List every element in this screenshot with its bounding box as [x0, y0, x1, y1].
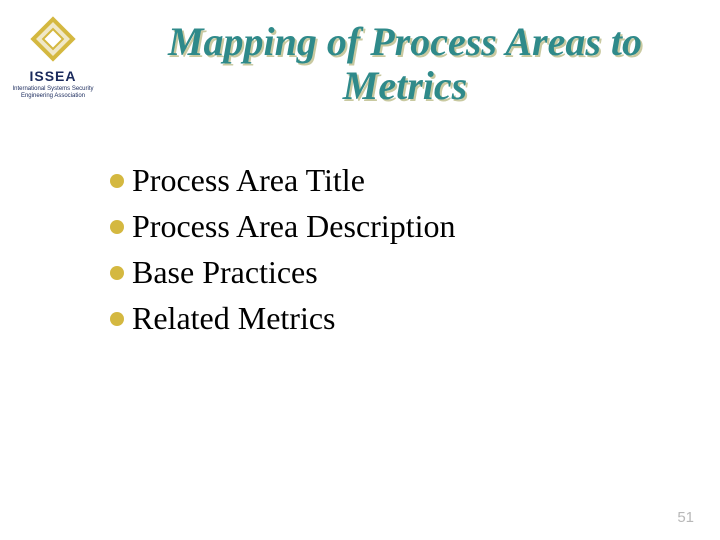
bullet-list: Process Area Title Process Area Descript…	[110, 160, 680, 344]
list-item: Base Practices	[110, 252, 680, 292]
logo-subtitle: International Systems Security Engineeri…	[8, 86, 98, 100]
bullet-text: Process Area Description	[132, 206, 455, 246]
bullet-icon	[110, 174, 124, 188]
bullet-text: Base Practices	[132, 252, 318, 292]
slide-title: Mapping of Process Areas to Metrics	[120, 20, 690, 108]
slide: ISSEA International Systems Security Eng…	[0, 0, 720, 540]
bullet-icon	[110, 220, 124, 234]
list-item: Process Area Description	[110, 206, 680, 246]
logo-acronym: ISSEA	[8, 68, 98, 84]
logo-diamond-icon	[28, 14, 78, 64]
bullet-text: Related Metrics	[132, 298, 335, 338]
bullet-icon	[110, 266, 124, 280]
bullet-icon	[110, 312, 124, 326]
page-number: 51	[677, 509, 694, 526]
logo-area: ISSEA International Systems Security Eng…	[8, 14, 98, 100]
list-item: Related Metrics	[110, 298, 680, 338]
list-item: Process Area Title	[110, 160, 680, 200]
bullet-text: Process Area Title	[132, 160, 365, 200]
